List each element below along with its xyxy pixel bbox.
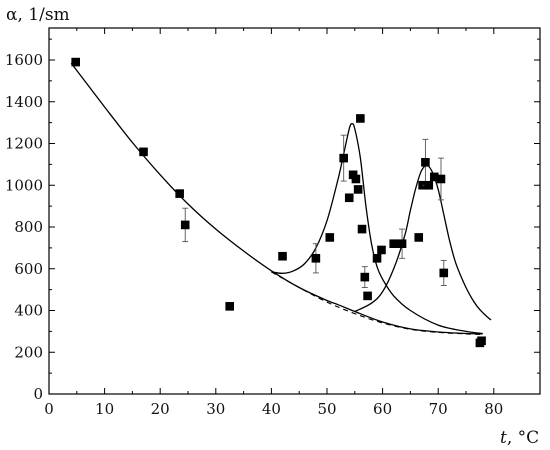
- y-tick-label: 1400: [5, 93, 43, 111]
- data-point: [397, 239, 407, 248]
- data-point: [180, 220, 190, 230]
- x-tick-label: 60: [373, 400, 392, 418]
- data-point: [439, 268, 449, 278]
- x-axis-title: t, °C: [500, 428, 539, 448]
- data-point: [353, 185, 363, 194]
- data-point: [311, 254, 321, 263]
- fit-curve-3: [271, 123, 483, 335]
- data-point: [339, 153, 348, 163]
- data-point: [430, 172, 439, 182]
- data-point: [325, 233, 335, 242]
- axis-titles: α, 1/sm t, °C: [6, 5, 539, 448]
- y-tick-label: 1600: [5, 51, 43, 69]
- y-axis-title: α, 1/sm: [6, 5, 70, 25]
- curves: [70, 62, 492, 336]
- x-tick-label: 40: [262, 400, 281, 418]
- y-tick-label: 400: [14, 302, 43, 320]
- axes: 0 10 20 30 40 50 60 70 8002004006008001000120014…: [5, 27, 541, 418]
- x-tick-label: 30: [206, 400, 225, 418]
- y-tick-label: 200: [14, 343, 43, 361]
- data-point: [71, 57, 80, 67]
- y-tick-label: 600: [14, 260, 43, 278]
- data-point: [344, 193, 354, 203]
- fit-curve-2: [70, 62, 483, 335]
- x-tick-label: 20: [151, 400, 170, 418]
- data-point: [139, 147, 148, 157]
- data-point: [414, 233, 424, 242]
- y-tick-label: 800: [14, 218, 43, 236]
- x-axis-unit: , °C: [507, 428, 539, 448]
- data-point: [436, 174, 446, 184]
- x-tick-label: 70: [429, 400, 448, 418]
- data-point: [360, 272, 370, 282]
- y-tick-label: 1200: [5, 135, 43, 153]
- data-point: [357, 224, 367, 234]
- data-point: [372, 254, 382, 263]
- x-tick-label: 0: [44, 400, 54, 418]
- data-point: [377, 245, 386, 255]
- data-point: [278, 251, 287, 261]
- data-point: [477, 336, 486, 346]
- data-point: [356, 114, 365, 123]
- data-points: [71, 57, 486, 348]
- data-point: [421, 157, 430, 167]
- plot-frame: [48, 27, 541, 395]
- data-point: [389, 239, 399, 248]
- x-tick-label: 10: [95, 400, 114, 418]
- baseline-dashed-curve: [271, 271, 483, 336]
- x-tick-label: 80: [484, 400, 503, 418]
- y-tick-label: 0: [33, 385, 43, 403]
- data-point: [351, 174, 361, 184]
- y-tick-label: 1000: [5, 176, 43, 194]
- data-point: [175, 189, 184, 198]
- data-point: [363, 291, 372, 301]
- x-axis-variable: t: [500, 428, 507, 448]
- x-tick-label: 50: [317, 400, 336, 418]
- data-point: [225, 302, 234, 311]
- fit-curve-4: [354, 164, 492, 321]
- data-point: [424, 180, 434, 190]
